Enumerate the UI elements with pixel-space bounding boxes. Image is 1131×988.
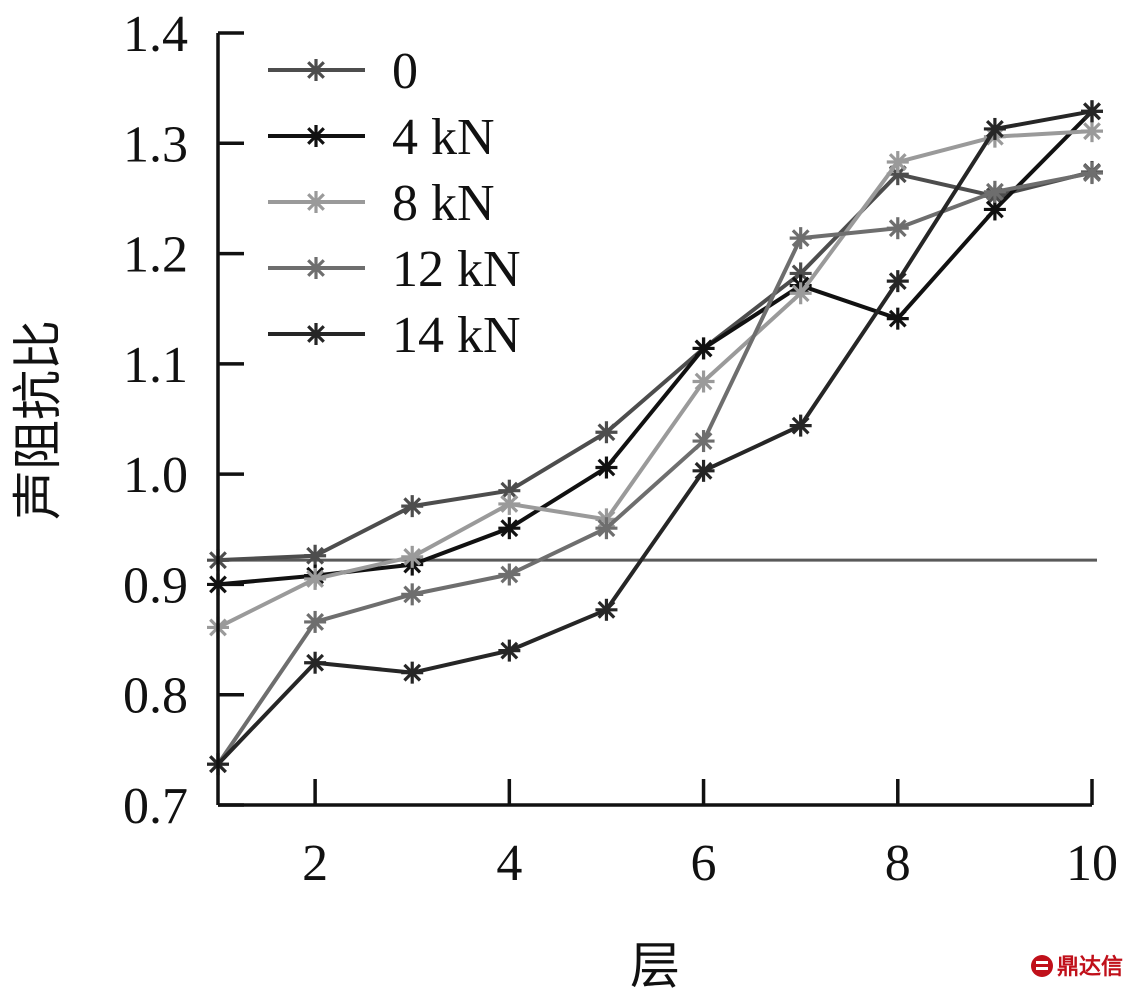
y-tick-label: 1.4 (123, 6, 188, 63)
y-axis-title: 声阻抗比 (9, 320, 67, 520)
series-line-4 (216, 109, 1093, 766)
data-point-3-3 (498, 563, 521, 586)
series-3 (207, 162, 1103, 776)
data-point-4-5 (692, 459, 715, 482)
y-tick-label: 1.0 (123, 447, 188, 504)
legend-label: 0 (392, 43, 418, 100)
axes: 0.7 0.8 0.9 1.0 1.1 1.2 1.3 1.4 2 4 6 8 10 (123, 6, 1118, 892)
data-point-0-2 (401, 495, 424, 518)
legend-marker (305, 323, 327, 345)
y-tick-label: 1.2 (123, 227, 188, 284)
data-point-1-7 (886, 307, 909, 330)
series-layer (207, 100, 1103, 776)
data-point-4-7 (886, 270, 909, 293)
data-point-4-9 (1081, 100, 1103, 123)
data-point-4-4 (595, 598, 618, 621)
x-tick-label: 4 (496, 835, 522, 892)
data-point-1-3 (498, 517, 521, 540)
legend-item-0: 0 (268, 43, 418, 100)
series-line-3 (216, 171, 1093, 766)
legend-item-3: 12 kN (268, 241, 521, 298)
series-0 (207, 160, 1103, 572)
series-1 (207, 100, 1103, 596)
data-point-2-6 (789, 282, 812, 305)
data-point-3-5 (692, 430, 715, 453)
legend-marker (305, 59, 327, 81)
data-point-2-9 (1081, 120, 1103, 143)
y-tick-label: 0.9 (123, 557, 188, 614)
series-4 (207, 100, 1103, 776)
y-tick-label: 0.8 (123, 668, 188, 725)
data-point-2-1 (304, 567, 327, 590)
legend-label: 4 kN (392, 109, 495, 166)
data-point-3-8 (983, 180, 1006, 203)
data-point-1-5 (692, 337, 715, 360)
legend-item-2: 8 kN (268, 175, 495, 232)
y-tick-label: 1.3 (123, 116, 188, 173)
series-line-0 (217, 170, 1093, 563)
data-point-3-2 (401, 583, 424, 606)
data-point-4-6 (789, 414, 812, 437)
legend: 0 4 kN 8 kN 12 kN 14 kN (268, 43, 521, 364)
legend-item-1: 4 kN (268, 109, 495, 166)
legend-item-4: 14 kN (268, 307, 521, 364)
data-point-2-3 (498, 492, 521, 515)
watermark-text: 鼎达信 (1057, 954, 1123, 980)
x-tick-label: 6 (691, 835, 717, 892)
data-point-2-5 (692, 370, 715, 393)
data-point-3-6 (789, 227, 812, 250)
watermark-logo-icon (1031, 955, 1053, 977)
series-line-1 (217, 109, 1094, 587)
x-axis-title: 层 (630, 937, 680, 988)
data-point-0-1 (304, 544, 327, 567)
x-tick-label: 8 (885, 835, 911, 892)
x-tick-label: 10 (1066, 835, 1118, 892)
data-point-0-4 (595, 421, 618, 444)
watermark: 鼎达信 (1031, 954, 1123, 980)
data-point-4-8 (983, 117, 1006, 140)
legend-marker (305, 125, 327, 147)
x-tick-label: 2 (302, 835, 328, 892)
legend-marker (305, 257, 327, 279)
data-point-4-1 (304, 651, 327, 674)
data-point-1-4 (595, 456, 618, 479)
data-point-4-3 (498, 639, 521, 662)
data-point-3-4 (595, 517, 618, 540)
data-point-2-7 (886, 151, 909, 174)
data-point-3-7 (886, 217, 909, 240)
legend-marker (305, 191, 327, 213)
data-point-3-9 (1081, 162, 1103, 185)
legend-label: 12 kN (392, 241, 521, 298)
legend-label: 14 kN (392, 307, 521, 364)
legend-label: 8 kN (392, 175, 495, 232)
y-tick-label: 1.1 (123, 337, 188, 394)
data-point-2-2 (401, 545, 424, 568)
series-line-2 (217, 129, 1093, 630)
data-point-3-1 (304, 610, 327, 633)
data-point-4-2 (401, 661, 424, 684)
y-tick-label: 0.7 (123, 778, 188, 835)
